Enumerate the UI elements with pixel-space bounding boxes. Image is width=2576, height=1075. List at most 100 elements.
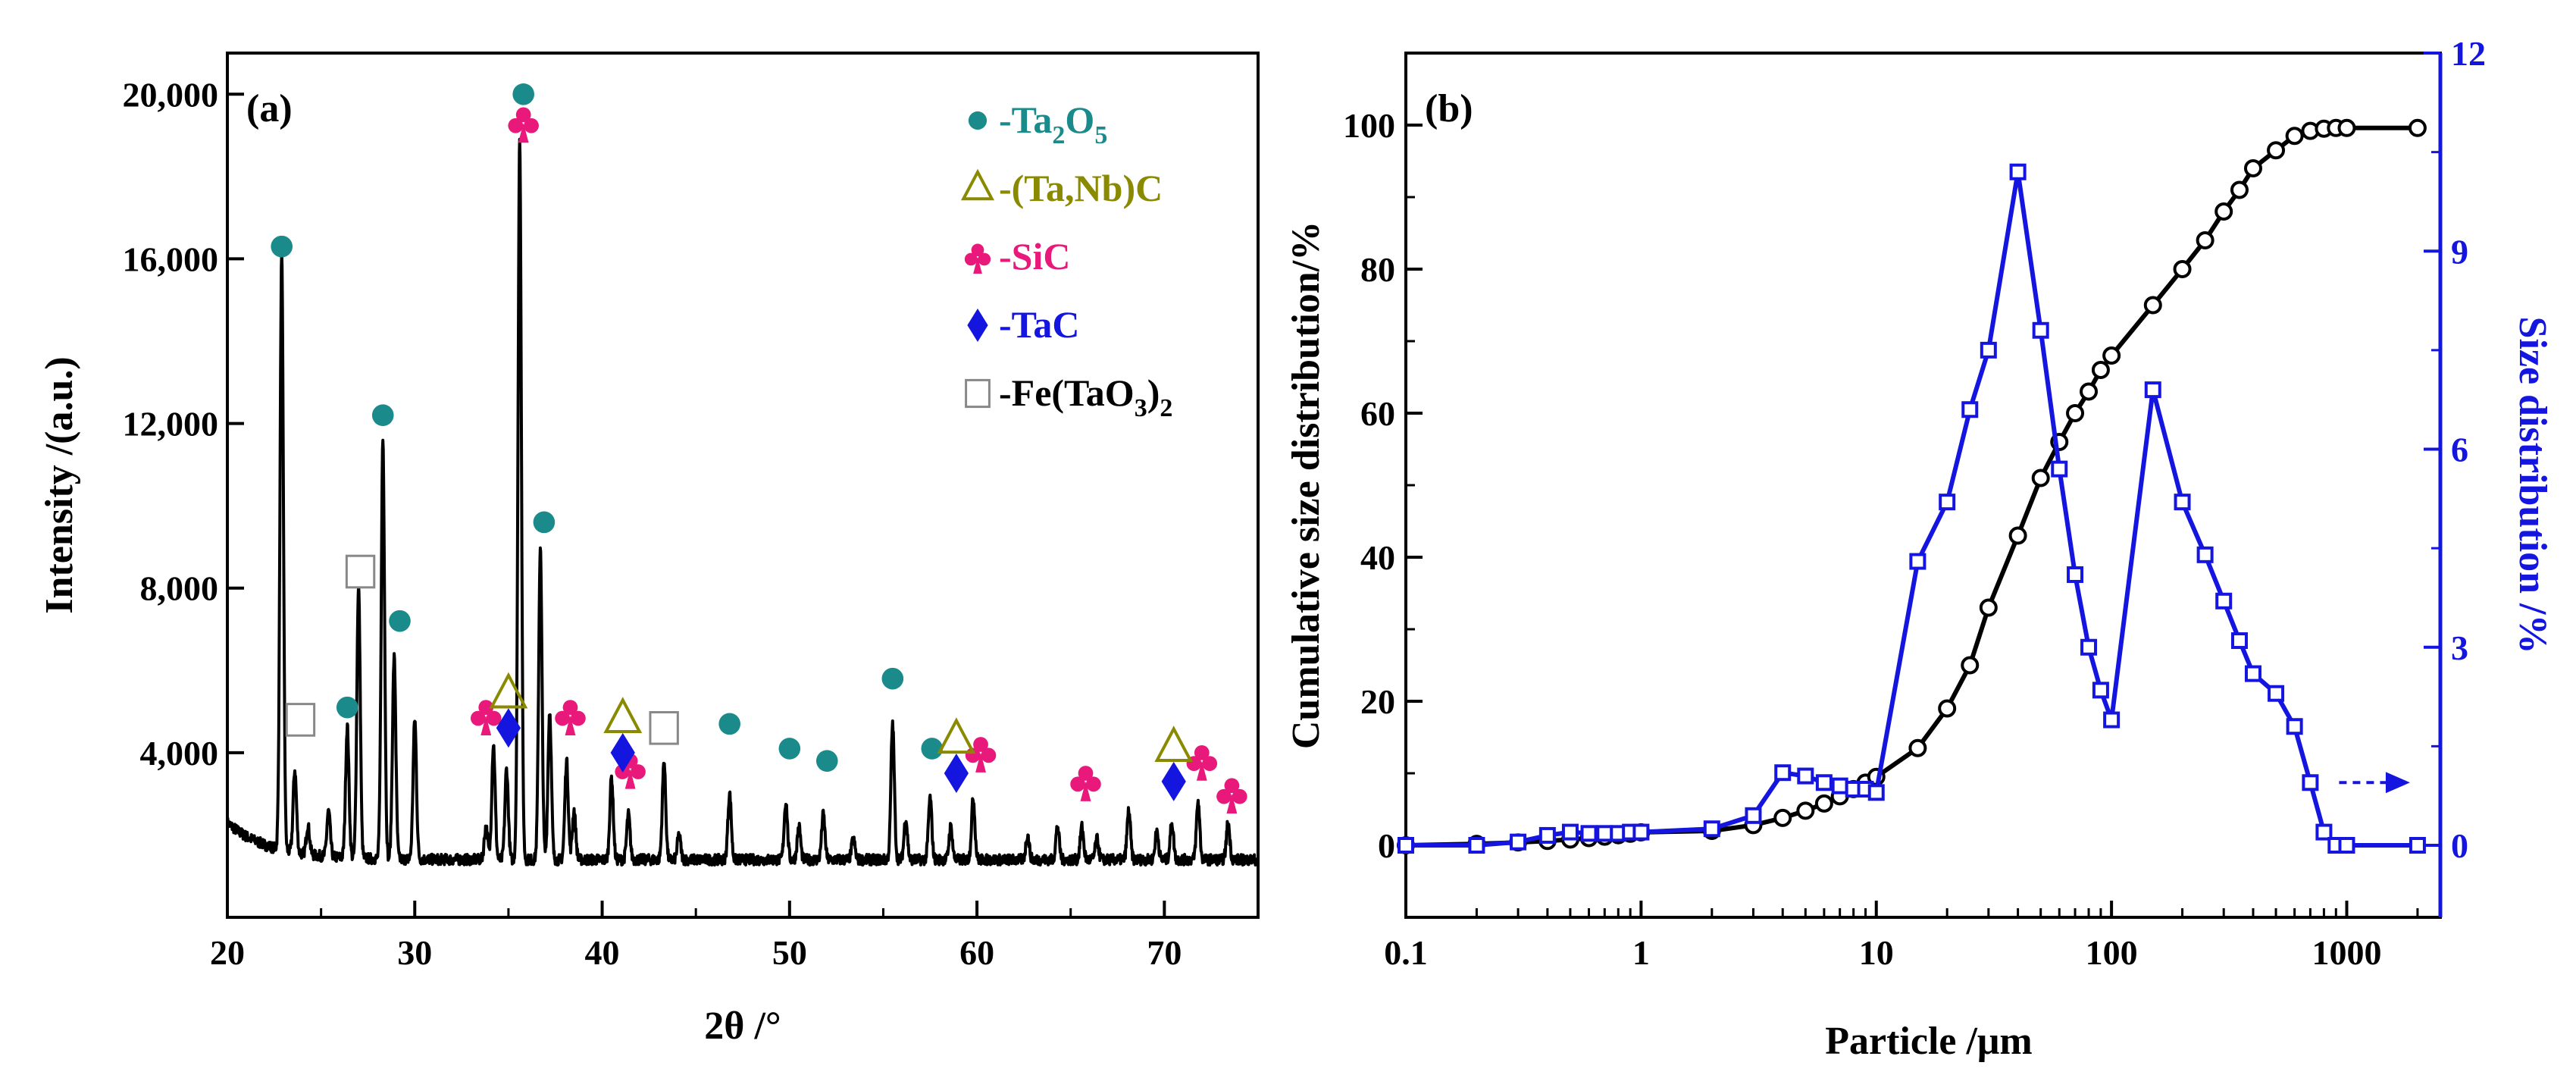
cumulative-data-point xyxy=(2143,296,2162,315)
cumulative-data-point xyxy=(1814,794,1833,813)
delta-phase-marker xyxy=(489,672,528,709)
cumulative-data-point xyxy=(2285,127,2304,146)
panel-a: (a) 20 30 40 50 60 704,0008,00012,00016,00020… xyxy=(38,52,1260,1048)
diamond-phase-marker xyxy=(1161,761,1186,801)
cumulative-data-point xyxy=(2214,202,2233,221)
circle-phase-marker xyxy=(881,667,904,690)
cumulative-data-point xyxy=(1938,699,1957,718)
club-phase-marker xyxy=(555,700,586,735)
left-y-tick-label: 80 xyxy=(1360,250,1395,289)
size-distribution-data-point xyxy=(2244,665,2261,682)
size-distribution-data-point xyxy=(1815,774,1833,791)
club-phase-marker xyxy=(1186,744,1218,781)
diamond-phase-marker xyxy=(496,708,521,748)
size-distribution-data-point xyxy=(1961,401,1979,418)
square-phase-marker xyxy=(345,554,376,589)
right-y-tick-label: 0 xyxy=(2451,826,2468,865)
panel-b-right-y-axis-label: Size distribution /% xyxy=(2511,317,2554,654)
size-distribution-data-point xyxy=(2051,460,2068,478)
legend-entry-label: -TaC xyxy=(999,303,1080,346)
square-phase-marker xyxy=(285,703,316,737)
x-tick-label: 1000 xyxy=(2312,933,2381,972)
left-y-tick-label: 40 xyxy=(1360,538,1395,577)
y-tick-label: 12,000 xyxy=(123,405,219,443)
legend-club-symbol xyxy=(964,243,991,274)
x-tick-label: 100 xyxy=(2086,933,2138,972)
legend-entry-label: -Ta2O5 xyxy=(999,99,1107,149)
x-tick-label: 60 xyxy=(959,933,994,972)
x-tick-label: 20 xyxy=(210,933,245,972)
cumulative-data-point xyxy=(2408,118,2427,137)
x-tick-label: 10 xyxy=(1859,933,1894,972)
club-phase-marker xyxy=(1070,766,1101,801)
size-distribution-data-point xyxy=(2286,718,2303,735)
left-y-tick-label: 20 xyxy=(1360,682,1395,721)
club-phase-marker xyxy=(470,700,502,735)
size-distribution-data-point xyxy=(2009,163,2027,180)
cumulative-data-point xyxy=(1908,738,1927,757)
cumulative-data-point xyxy=(2066,404,2085,422)
size-distribution-data-point xyxy=(2032,321,2049,339)
left-y-tick-label: 60 xyxy=(1360,394,1395,433)
cumulative-data-point xyxy=(2196,231,2214,249)
size-distribution-data-point xyxy=(1510,833,1527,851)
cumulative-data-point xyxy=(2031,469,2050,487)
size-distribution-data-point xyxy=(2268,685,2285,702)
size-distribution-data-point xyxy=(2315,823,2333,841)
cumulative-data-point xyxy=(1961,656,1980,675)
cumulative-data-point xyxy=(2243,159,2262,177)
panel-a-x-axis-label: 2θ /° xyxy=(704,1004,781,1048)
panel-a-y-axis-label: Intensity /(a.u.) xyxy=(38,356,81,613)
size-distribution-data-point xyxy=(1398,837,1414,854)
left-y-tick-label: 100 xyxy=(1343,106,1395,145)
diamond-phase-marker xyxy=(944,754,969,793)
size-distribution-data-point xyxy=(1980,341,1997,359)
size-distribution-data-point xyxy=(2338,837,2355,854)
cumulative-data-point xyxy=(2267,141,2286,160)
circle-phase-marker xyxy=(371,404,394,427)
x-tick-label: 1 xyxy=(1632,933,1650,972)
x-tick-label: 50 xyxy=(772,933,807,972)
circle-phase-marker xyxy=(533,511,556,534)
square-phase-marker xyxy=(649,710,679,745)
panel-b-label: (b) xyxy=(1425,87,1473,130)
size-distribution-data-point xyxy=(1797,767,1814,785)
size-distribution-data-point xyxy=(1468,837,1485,854)
dashed-arrow-head xyxy=(2385,772,2410,794)
x-tick-label: 70 xyxy=(1147,933,1182,972)
legend-delta-symbol xyxy=(960,168,995,201)
right-y-tick-label: 6 xyxy=(2451,431,2468,469)
size-distribution-data-point xyxy=(1867,784,1885,801)
y-tick-label: 20,000 xyxy=(123,75,219,114)
size-distribution-data-point xyxy=(1538,826,1556,844)
size-distribution-data-point xyxy=(1596,825,1614,842)
size-distribution-data-point xyxy=(2409,837,2426,854)
size-distribution-data-point xyxy=(1774,764,1792,782)
size-distribution-data-point xyxy=(1831,777,1848,794)
panel-a-label: (a) xyxy=(246,87,293,130)
cumulative-data-point xyxy=(2173,260,2192,278)
size-distribution-data-point xyxy=(2103,711,2121,729)
cumulative-data-point xyxy=(2102,346,2121,365)
club-phase-marker xyxy=(1216,778,1247,814)
x-tick-label: 30 xyxy=(397,933,432,972)
panel-b-x-axis-label: Particle /μm xyxy=(1825,1020,2032,1063)
size-distribution-data-point xyxy=(2230,632,2248,650)
y-tick-label: 16,000 xyxy=(123,240,219,278)
size-distribution-data-point xyxy=(2302,774,2319,791)
circle-phase-marker xyxy=(921,738,944,760)
size-distribution-data-point xyxy=(1745,807,1762,824)
delta-phase-marker xyxy=(1154,726,1194,763)
panel-b-plot-frame xyxy=(1404,52,2442,919)
club-phase-marker xyxy=(508,107,539,143)
cumulative-data-point xyxy=(2080,382,2099,401)
cumulative-data-point xyxy=(2337,118,2356,137)
circle-phase-marker xyxy=(815,750,838,773)
cumulative-data-point xyxy=(1979,598,1998,617)
right-y-tick-label: 3 xyxy=(2451,628,2468,667)
delta-phase-marker xyxy=(603,697,643,734)
size-distribution-data-point xyxy=(1939,494,1956,511)
panel-a-phase-markers xyxy=(271,83,1247,814)
